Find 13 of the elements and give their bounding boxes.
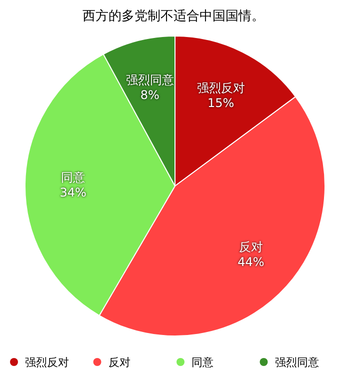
slice-label: 强烈反对 [196, 80, 245, 95]
slice-label: 反对 [238, 240, 263, 254]
data-label: 44% [238, 255, 264, 270]
chart-title: 西方的多党制不适合中国国情。 [82, 8, 264, 24]
legend-label: 同意 [192, 356, 214, 369]
data-label: 15% [208, 96, 234, 110]
slice-label: 强烈同意 [126, 73, 174, 88]
data-label: 8% [140, 88, 160, 102]
legend-label: 强烈同意 [274, 356, 319, 369]
data-label: 34% [60, 185, 86, 200]
slice-label: 同意 [61, 170, 86, 184]
legend-label: 强烈反对 [25, 356, 69, 369]
legend-label: 反对 [108, 356, 130, 369]
